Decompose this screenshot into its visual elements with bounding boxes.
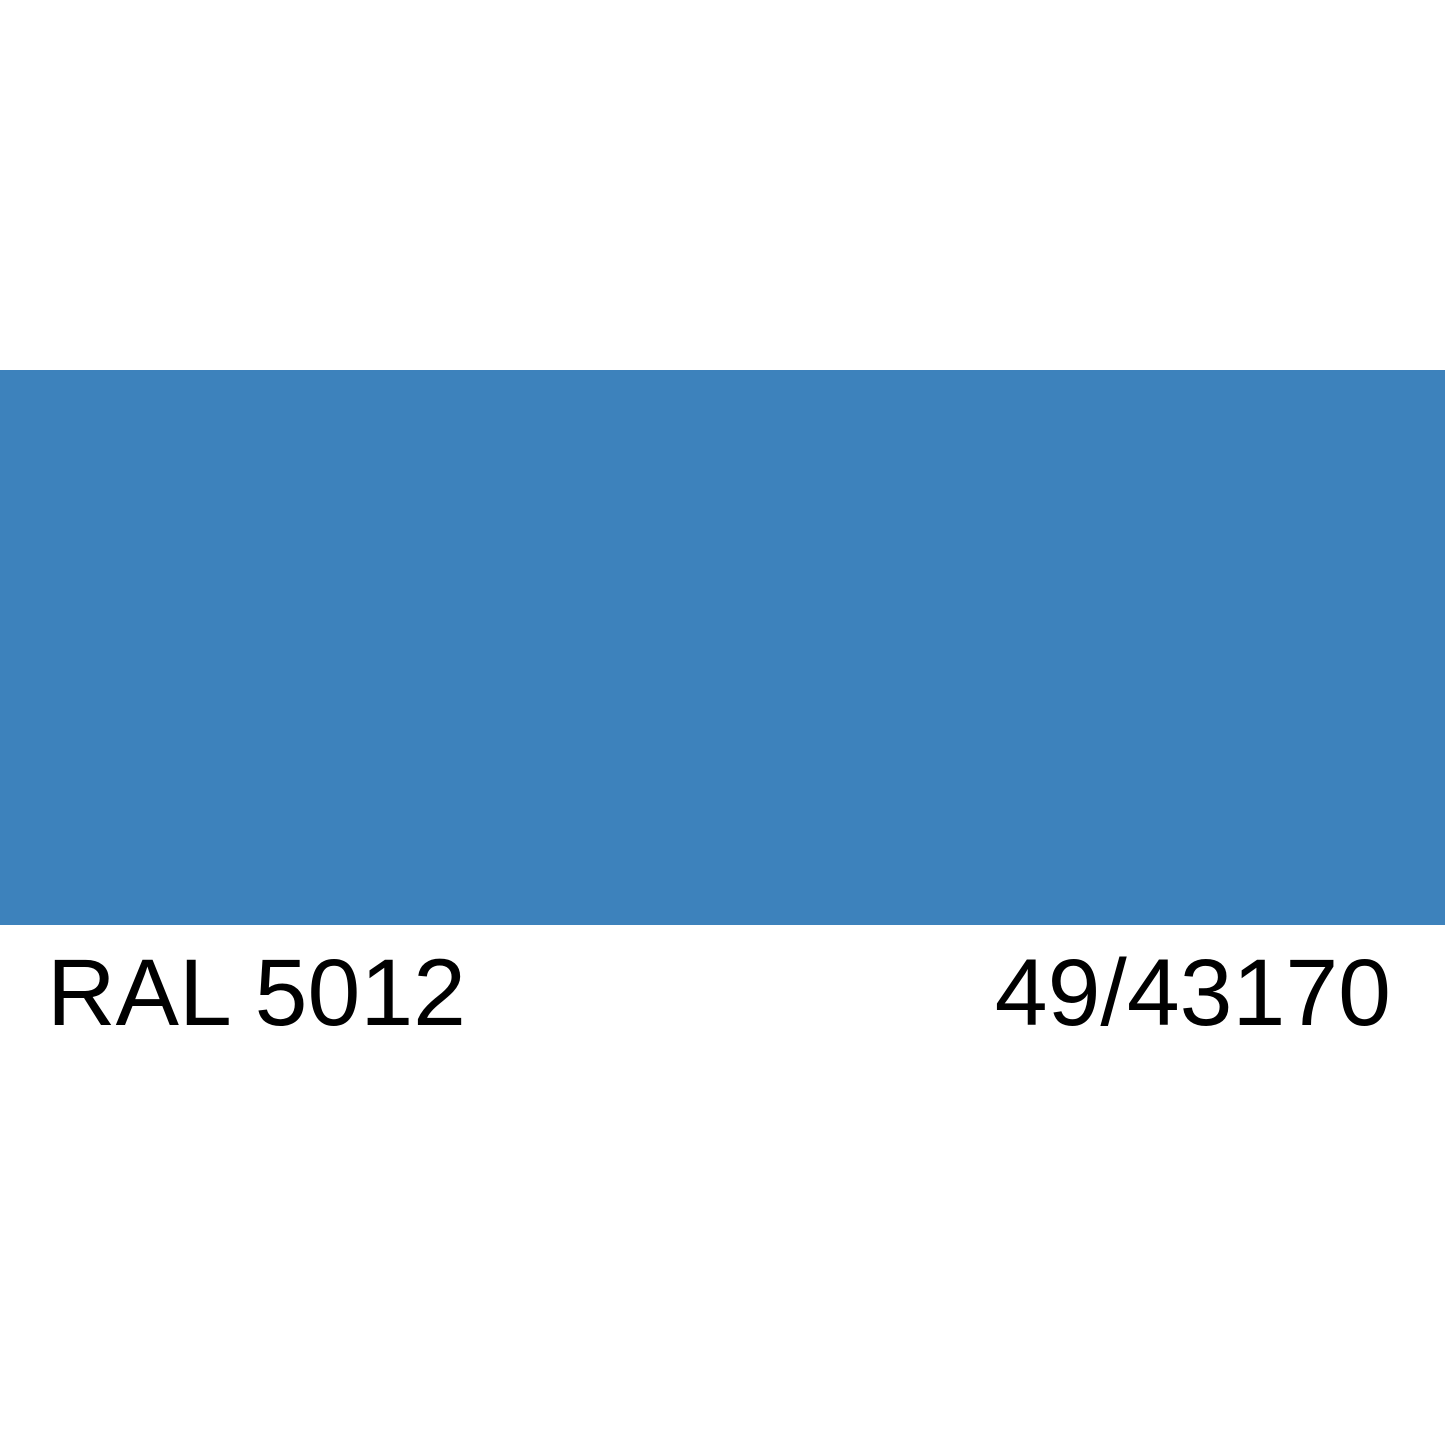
color-swatch	[0, 370, 1445, 925]
ral-code-label: RAL 5012	[47, 940, 467, 1046]
product-code-label: 49/43170	[994, 940, 1391, 1046]
